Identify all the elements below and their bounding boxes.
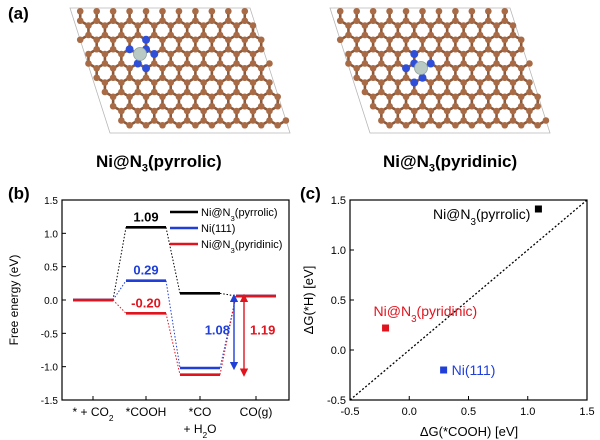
legend-entry: Ni@N3(pyridinic)	[201, 239, 282, 255]
x-tick-label-c: 0.0	[402, 406, 417, 418]
panel-label-c: (c)	[300, 184, 321, 203]
scatter-point	[382, 324, 390, 332]
nickel-atom	[414, 61, 428, 75]
value-label: -0.20	[131, 295, 161, 310]
value-label: 1.09	[133, 209, 158, 224]
y-tick-label-c: 0.0	[331, 345, 346, 357]
scatter-point-label: Ni(111)	[452, 362, 496, 378]
x-category-label-b: *CO	[189, 405, 212, 419]
scatter-point	[440, 366, 448, 374]
y-tick-label-c: 1.0	[331, 245, 346, 257]
energy-connector	[165, 313, 181, 375]
x-category-label-b: CO(g)	[240, 405, 273, 419]
structure-pyrrolic	[69, 7, 291, 134]
energy-connector	[112, 227, 127, 301]
structure-caption-pyridinic: Ni@N3(pyridinic)	[383, 152, 518, 175]
x-tick-label-c: 1.0	[520, 406, 535, 418]
gap-label: 1.08	[205, 323, 230, 338]
y-tick-label-b: 1.0	[44, 229, 58, 240]
energy-connector	[219, 295, 237, 369]
structure-pyridinic	[329, 7, 551, 134]
y-tick-label-c: 1.5	[331, 195, 346, 207]
scatter-chart: -0.5 0.0 0.5 1.0 1.5 -0.5 0.0 0.5 1.0 1.5 Ni@N3(p…	[301, 195, 595, 439]
x-tick-label-c: 1.5	[579, 406, 594, 418]
carbon-atoms	[76, 7, 290, 129]
y-tick-label-c: -0.5	[327, 395, 346, 407]
x-tick-label-c: 0.5	[461, 406, 476, 418]
value-label: 0.29	[133, 263, 158, 278]
energy-connector	[165, 280, 181, 369]
energy-connector	[165, 227, 181, 294]
y-axis-label-c: ΔG(*H) [eV]	[301, 266, 316, 335]
y-tick-label-b: -0.5	[41, 329, 59, 340]
panel-label-b: (b)	[8, 184, 30, 203]
y-tick-label-b: -1.5	[41, 396, 59, 407]
panel-label-a: (a)	[8, 4, 29, 23]
energy-connector	[112, 280, 127, 301]
y-tick-label-b: 1.5	[44, 196, 58, 207]
scatter-point-label: Ni@N3(pyrrolic)	[433, 206, 530, 228]
legend-entry: Ni@N3(pyrrolic)	[201, 207, 278, 223]
x-axis-label-c: ΔG(*COOH) [eV]	[420, 424, 518, 439]
x-category-label-b: *COOH	[126, 405, 167, 419]
y-tick-label-c: 0.5	[331, 295, 346, 307]
carbon-atoms	[336, 7, 550, 129]
scatter-point-label: Ni@N3(pyridinic)	[374, 303, 478, 325]
structure-caption-pyrrolic: Ni@N3(pyrrolic)	[96, 152, 222, 175]
cell-outline	[69, 7, 291, 134]
free-energy-chart: -1.5 -1.0 -0.5 0.0 0.5 1.0 1.5 * + CO2 *COOH *CO…	[7, 196, 290, 440]
y-tick-label-b: 0.5	[44, 263, 58, 274]
energy-connector	[112, 299, 127, 314]
energy-connector	[219, 292, 237, 297]
y-tick-label-b: 0.0	[44, 296, 58, 307]
legend-entry: Ni(111)	[201, 223, 235, 235]
scatter-point	[534, 205, 542, 213]
nickel-atom	[133, 47, 147, 61]
cell-outline	[329, 7, 551, 134]
gap-label: 1.19	[250, 323, 275, 338]
y-tick-label-b: -1.0	[41, 363, 59, 374]
x-category-label-b-line2: + H2O	[183, 422, 216, 440]
y-axis-label-b: Free energy (eV)	[7, 255, 21, 346]
x-category-label-b: * + CO2	[72, 405, 113, 423]
x-tick-label-c: -0.5	[341, 406, 360, 418]
